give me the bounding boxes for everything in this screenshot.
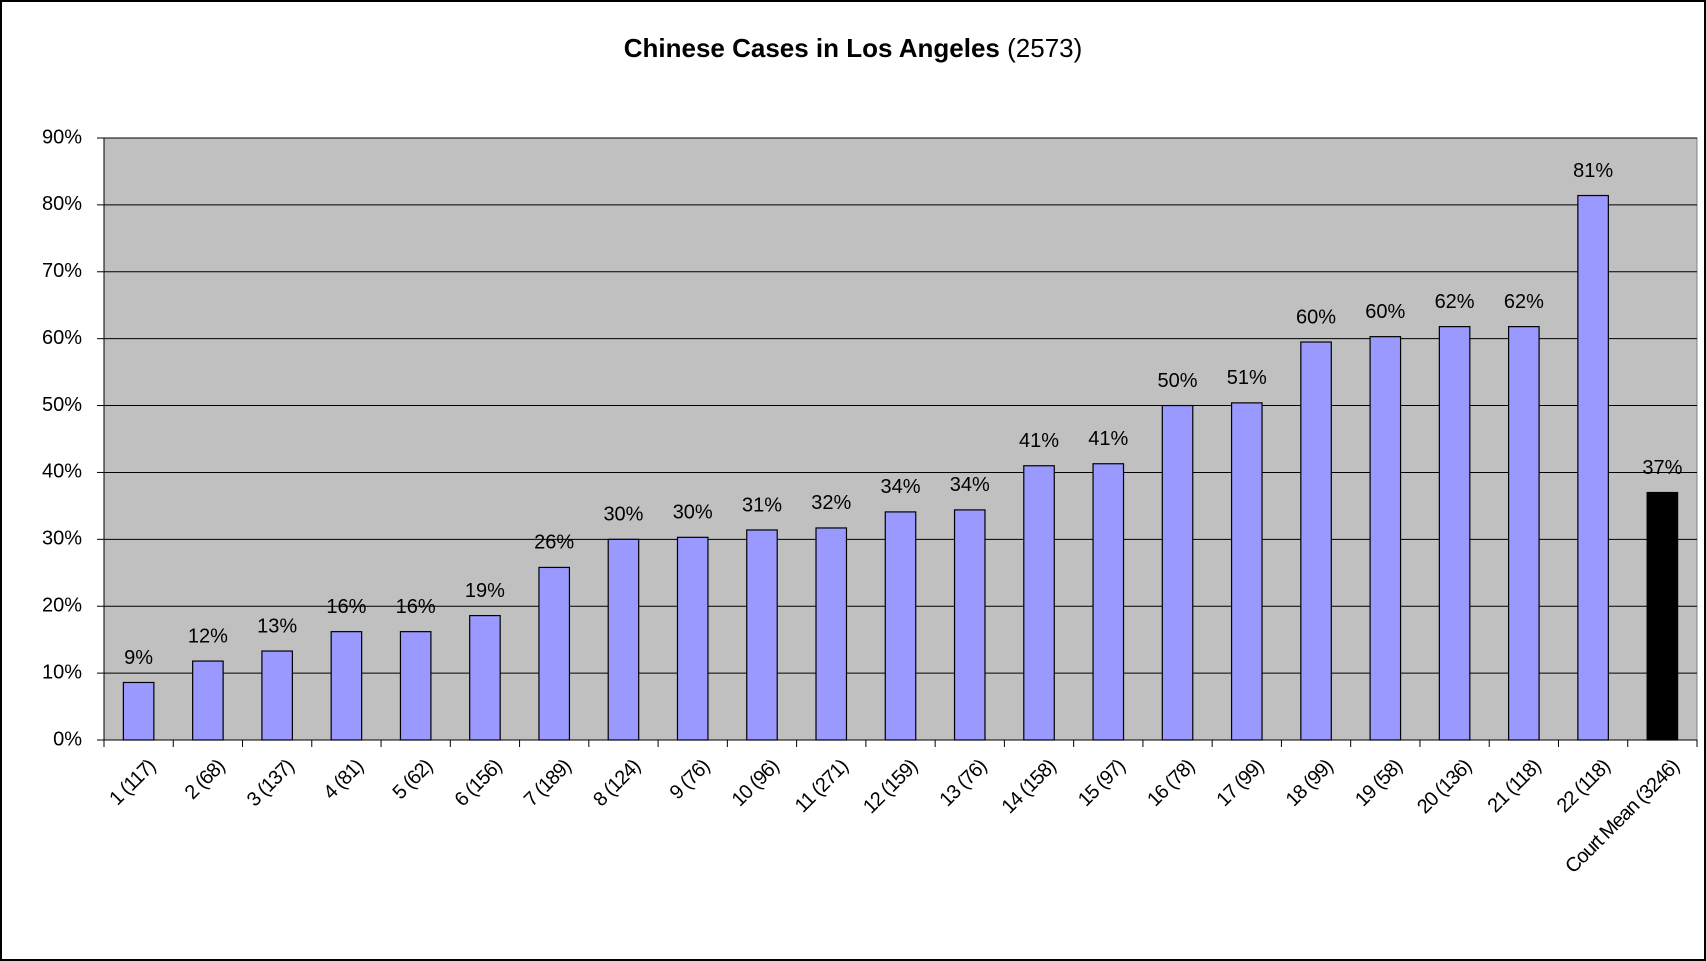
bar: [1230, 402, 1263, 741]
bar: [884, 511, 917, 741]
data-label: 34%: [950, 474, 990, 496]
bar: [1161, 404, 1194, 741]
bar: [815, 527, 848, 741]
data-label: 62%: [1504, 291, 1544, 313]
data-label: 19%: [465, 580, 505, 602]
bar: [399, 631, 432, 741]
data-label: 16%: [326, 596, 366, 618]
y-tick-label: 20%: [42, 595, 82, 617]
bar: [607, 538, 640, 741]
data-label: 81%: [1573, 160, 1613, 182]
bar: [953, 509, 986, 741]
bar: [1023, 465, 1055, 741]
bar: [746, 529, 778, 741]
data-label: 34%: [880, 476, 920, 498]
y-tick-label: 30%: [42, 528, 82, 550]
data-label: 32%: [811, 492, 851, 514]
bar: [538, 566, 571, 741]
y-tick-label: 70%: [42, 260, 82, 282]
bar: [192, 660, 224, 741]
data-label: 30%: [673, 502, 713, 524]
bar: [1092, 463, 1125, 741]
y-tick-label: 10%: [42, 661, 82, 683]
y-tick-label: 0%: [53, 728, 82, 750]
bar: [1438, 326, 1471, 741]
bar: [1646, 491, 1679, 741]
data-label: 31%: [742, 494, 782, 516]
chart-subtitle: (2573): [1007, 33, 1082, 63]
bar: [469, 614, 501, 741]
data-label: 30%: [603, 504, 643, 526]
data-label: 62%: [1435, 291, 1475, 313]
bar: [1300, 341, 1332, 741]
y-tick-label: 60%: [42, 327, 82, 349]
data-label: 26%: [534, 532, 574, 554]
bar: [1508, 326, 1540, 741]
data-label: 9%: [124, 647, 153, 669]
y-tick-label: 90%: [42, 126, 82, 148]
bar: [330, 631, 363, 741]
data-label: 50%: [1158, 370, 1198, 392]
data-label: 51%: [1227, 367, 1267, 389]
data-label: 37%: [1642, 457, 1682, 479]
data-label: 12%: [188, 625, 228, 647]
bar: [261, 650, 293, 741]
bar: [122, 681, 155, 741]
chart-title: Chinese Cases in Los Angeles: [624, 33, 1000, 63]
data-label: 41%: [1088, 428, 1128, 450]
chart-title-group: Chinese Cases in Los Angeles (2573): [624, 33, 1083, 63]
data-label: 60%: [1296, 306, 1336, 328]
data-label: 41%: [1019, 430, 1059, 452]
bar: [1577, 194, 1609, 741]
bar: [676, 536, 709, 741]
bar: [1369, 336, 1402, 741]
y-tick-label: 80%: [42, 193, 82, 215]
data-label: 13%: [257, 615, 297, 637]
y-tick-label: 40%: [42, 461, 82, 483]
data-label: 60%: [1365, 301, 1405, 323]
data-label: 16%: [396, 596, 436, 618]
y-tick-label: 50%: [42, 394, 82, 416]
